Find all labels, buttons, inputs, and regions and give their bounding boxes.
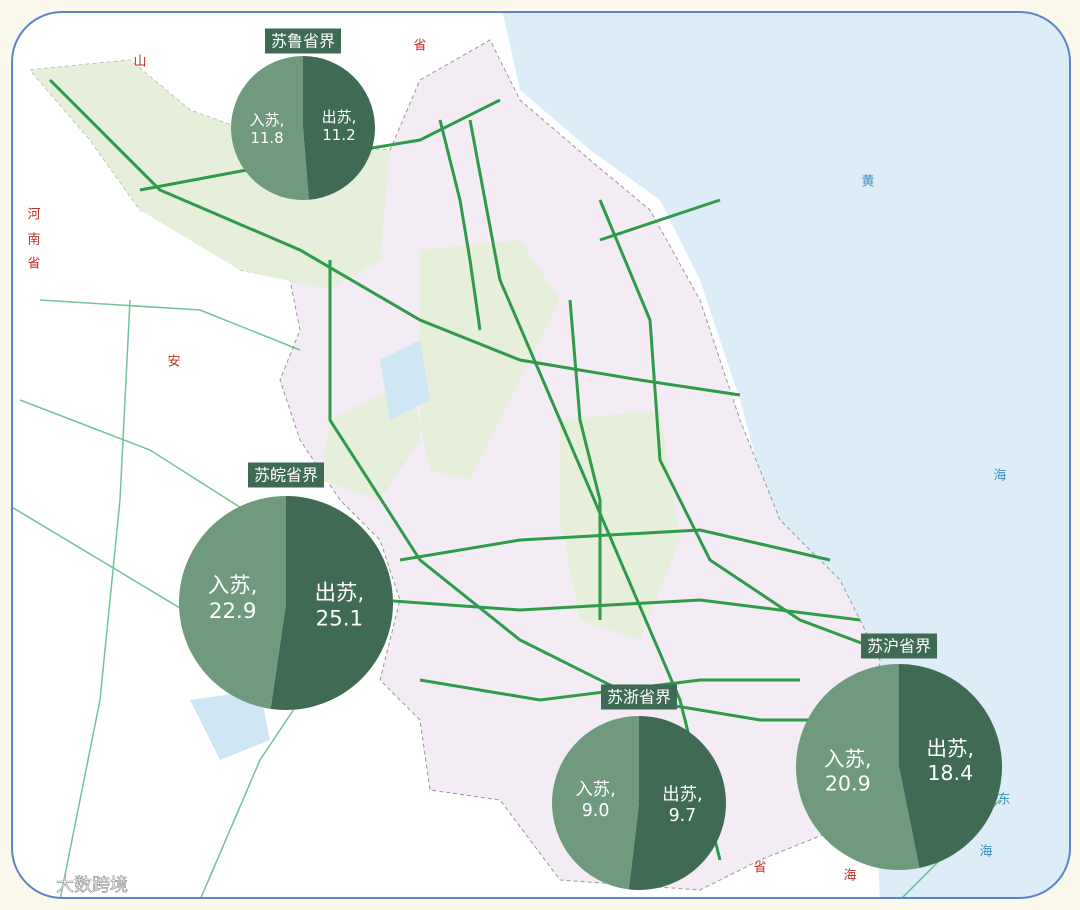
map-label: 河 — [27, 208, 40, 223]
value-label: 11.8 — [250, 129, 283, 147]
pie-chart: 出苏,11.2 入苏,11.8 苏鲁省界 — [231, 28, 376, 200]
slice-label: 出苏, — [926, 737, 974, 761]
slice-label: 出苏, — [315, 581, 365, 606]
pies: 出苏,11.2入苏,11.8苏鲁省界出苏,25.1入苏,22.9苏皖省界出苏,9… — [179, 28, 1003, 890]
slice-label: 入苏, — [250, 111, 285, 129]
map-label: 省 — [27, 257, 40, 272]
pie-slice — [303, 56, 376, 200]
pie-slice — [231, 56, 309, 200]
watermark: 大数跨境 — [56, 875, 128, 896]
pie-slice — [179, 496, 286, 709]
slice-label: 出苏, — [662, 785, 702, 805]
frame — [11, 11, 1071, 899]
pie-slice — [796, 664, 920, 870]
title-box — [860, 633, 938, 659]
slice-label: 出苏, — [322, 108, 357, 126]
slice-label: 入苏, — [575, 780, 615, 800]
value-label: 25.1 — [316, 607, 364, 632]
slice-label: 入苏, — [208, 573, 258, 598]
slice-label: 入苏, — [824, 747, 872, 771]
title-box — [264, 28, 342, 54]
value-label: 22.9 — [209, 599, 257, 624]
pie-title: 苏鲁省界 — [271, 32, 335, 51]
map-label: 黄 — [861, 175, 874, 190]
pie-slice — [899, 664, 1003, 868]
value-label: 20.9 — [825, 771, 871, 795]
title-box — [600, 684, 678, 710]
pie-slice — [551, 716, 639, 890]
map-label: 海 — [993, 469, 1006, 484]
map-label: 南 — [27, 232, 40, 248]
title-box — [247, 462, 325, 488]
map-label: 省 — [753, 861, 766, 876]
pie-chart: 出苏,18.4 入苏,20.9 苏沪省界 — [796, 633, 1003, 870]
map-label: 省 — [413, 39, 426, 54]
highways — [48, 78, 881, 861]
pie-title: 苏浙省界 — [607, 688, 671, 707]
map-label: 海 — [843, 869, 856, 884]
pie-chart: 出苏,9.7 入苏,9.0 苏浙省界 — [551, 684, 726, 890]
pie-chart: 出苏,25.1 入苏,22.9 苏皖省界 — [179, 462, 394, 710]
map-label: 东 — [997, 793, 1010, 808]
value-label: 18.4 — [927, 761, 973, 785]
pie-slice — [628, 716, 726, 890]
value-label: 11.2 — [322, 126, 355, 144]
pie-slice — [270, 496, 394, 710]
map-label: 安 — [167, 355, 180, 370]
value-label: 9.0 — [582, 801, 610, 821]
pie-title: 苏皖省界 — [254, 466, 318, 485]
map-label: 山 — [133, 55, 146, 70]
map-label: 海 — [979, 845, 992, 860]
pie-title: 苏沪省界 — [867, 637, 931, 656]
value-label: 9.7 — [669, 806, 697, 826]
